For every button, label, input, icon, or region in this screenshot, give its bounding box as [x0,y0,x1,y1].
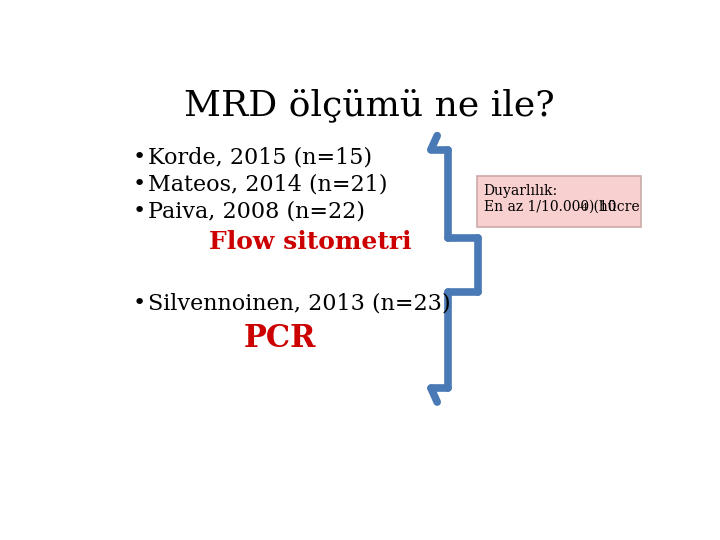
Text: Paiva, 2008 (n=22): Paiva, 2008 (n=22) [148,200,365,222]
Text: -4: -4 [579,202,589,212]
FancyBboxPatch shape [477,176,641,227]
Text: PCR: PCR [243,322,316,354]
Text: •: • [132,174,146,194]
Text: •: • [132,294,146,314]
Text: En az 1/10.000 (10: En az 1/10.000 (10 [484,200,616,213]
Text: •: • [132,147,146,167]
Text: Korde, 2015 (n=15): Korde, 2015 (n=15) [148,146,372,168]
Text: Flow sitometri: Flow sitometri [209,230,412,254]
Text: •: • [132,201,146,221]
Text: Silvennoinen, 2013 (n=23): Silvennoinen, 2013 (n=23) [148,293,451,314]
Text: Mateos, 2014 (n=21): Mateos, 2014 (n=21) [148,173,387,195]
Text: Duyarlılık:: Duyarlılık: [484,184,558,198]
Text: ) hücre: ) hücre [589,200,640,213]
Text: MRD ölçümü ne ile?: MRD ölçümü ne ile? [184,88,554,122]
